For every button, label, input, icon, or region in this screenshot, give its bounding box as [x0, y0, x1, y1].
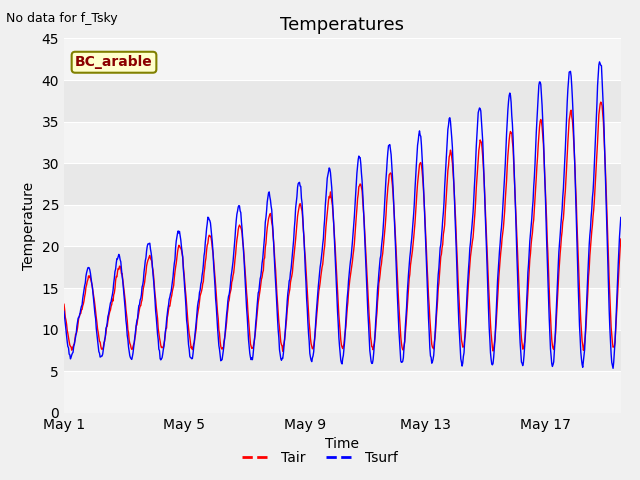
Text: BC_arable: BC_arable [75, 55, 153, 69]
Bar [64, 38, 621, 80]
Y-axis label: Temperature: Temperature [22, 181, 36, 270]
Title: Temperatures: Temperatures [280, 16, 404, 34]
Bar [64, 288, 621, 330]
Bar [64, 205, 621, 246]
Legend: Tair, Tsurf: Tair, Tsurf [236, 445, 404, 471]
X-axis label: Time: Time [325, 437, 360, 451]
Text: No data for f_Tsky: No data for f_Tsky [6, 12, 118, 25]
Bar [64, 121, 621, 163]
Bar [64, 371, 621, 413]
